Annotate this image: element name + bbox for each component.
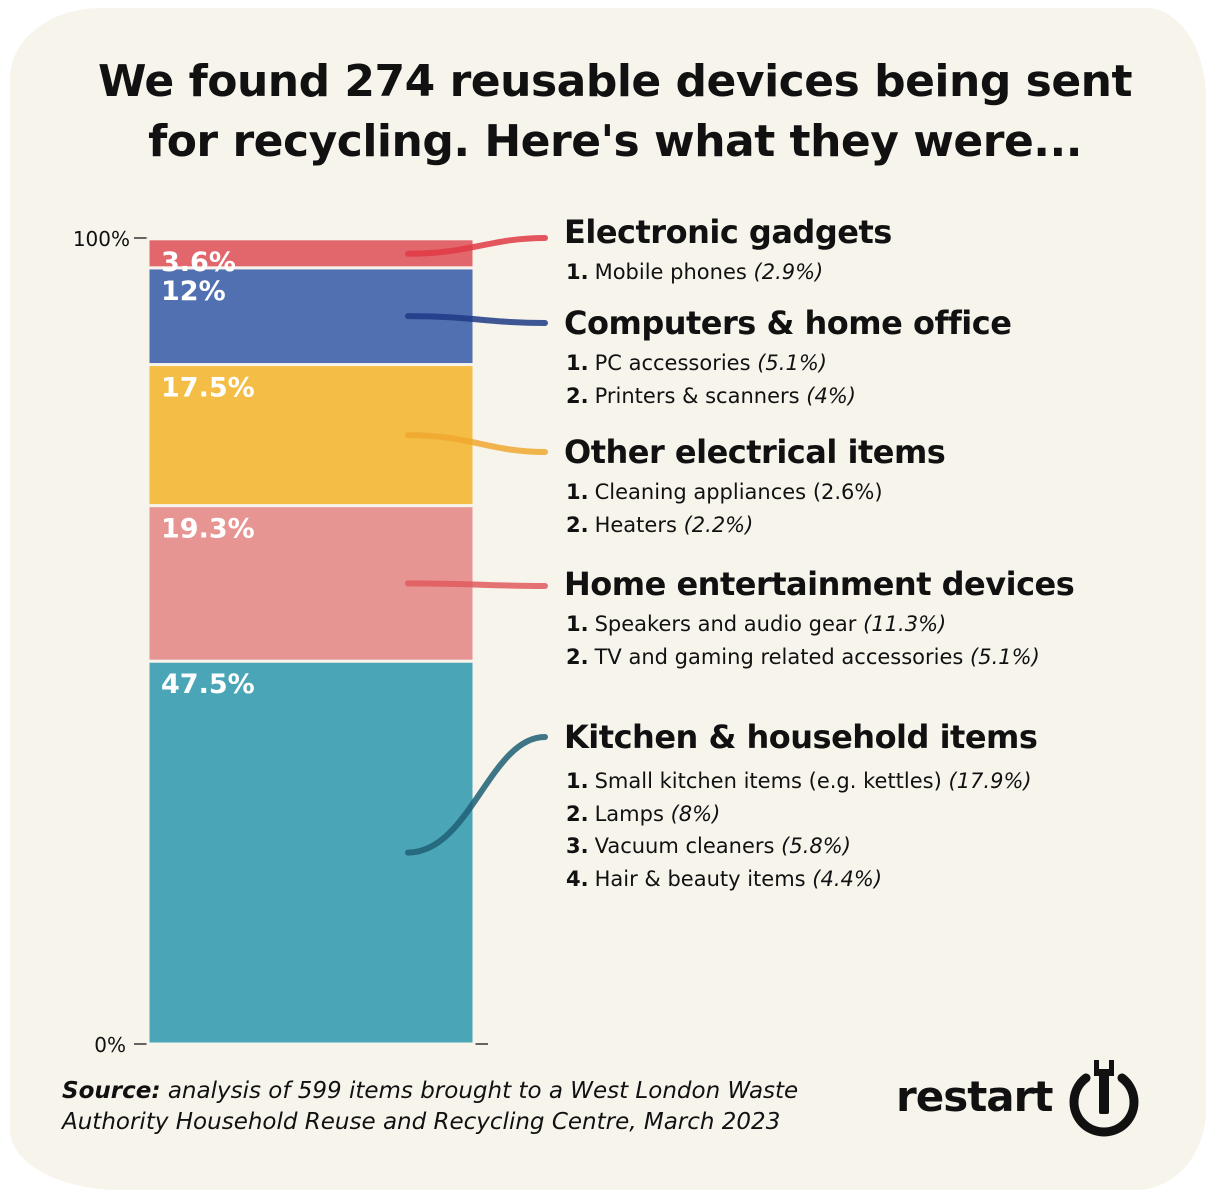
item-text: Lamps [594,801,664,826]
source-text: analysis of 599 items brought to a West … [62,1078,799,1135]
data-label-electronic-gadgets: 3.6% [161,247,236,278]
item-number: 2. [566,801,589,826]
item-text: TV and gaming related accessories [594,644,964,669]
connector-electronic-gadgets [405,235,548,257]
item-text: Mobile phones [594,260,747,284]
connector-kitchen-household-items [405,734,548,856]
item-value: (4.4%) [812,866,883,891]
list-item: 1. Speakers and audio gear (11.3%) [566,608,1074,641]
list-item: 2. TV and gaming related accessories (5.1… [566,641,1074,674]
category-items: 1. Small kitchen items (e.g. kettles) (17… [566,765,1037,895]
item-value: (11.3%) [863,612,947,636]
list-item: 2. Lamps (8%) [566,798,1037,831]
category-items: 1. Mobile phones (2.9%) [566,256,892,289]
source-label: Source: [62,1078,161,1104]
list-item: 4. Hair & beauty items (4.4%) [566,863,1037,896]
category-title: Computers & home office [564,304,1012,342]
title-line-2: for recycling. Here's what they were... [148,116,1082,167]
item-text: Heaters [594,512,677,537]
power-wrench-icon [1069,1060,1139,1137]
connector-home-entertainment-devices [405,580,548,589]
item-text: Speakers and audio gear [594,612,857,636]
category-items: 1. Cleaning appliances (2.6%) 2. Heaters (… [566,476,945,541]
y-tick-label-100: 100% [73,227,130,251]
item-text: Cleaning appliances [594,480,807,504]
item-text: Small kitchen items (e.g. kettles) [594,769,942,793]
data-label-other-electrical-items: 17.5% [161,373,255,404]
category-title: Home entertainment devices [564,565,1075,603]
item-value: (2.9%) [753,260,824,284]
item-value: (17.9%) [948,769,1032,793]
item-number: 2. [566,512,589,537]
item-text: Hair & beauty items [594,866,806,891]
list-item: 2. Printers & scanners (4%) [566,380,1011,413]
restart-logo: restart [896,1052,1156,1142]
item-number: 4. [566,866,589,891]
item-number: 1. [566,769,589,793]
item-text: PC accessories [594,351,751,375]
list-item: 3. Vacuum cleaners (5.8%) [566,830,1037,863]
list-item: 1. PC accessories (5.1%) [566,347,1011,380]
item-text: Vacuum cleaners [594,834,775,858]
list-item: 1. Small kitchen items (e.g. kettles) (17… [566,765,1037,798]
item-number: 2. [566,383,589,408]
data-label-kitchen-household-items: 47.5% [161,669,255,700]
item-value: (2.2%) [683,512,754,537]
category-items: 1. PC accessories (5.1%) 2. Printers & sca… [566,347,1011,412]
item-number: 1. [566,351,589,375]
data-label-computers-home-office: 12% [161,276,226,307]
logo-text: restart [896,1072,1053,1121]
item-text: Printers & scanners [594,383,800,408]
list-item: 2. Heaters (2.2%) [566,509,945,542]
data-label-home-entertainment-devices: 19.3% [161,514,255,545]
item-value: (5.8%) [781,834,851,858]
item-number: 2. [566,644,589,669]
category-items: 1. Speakers and audio gear (11.3%) 2. TV a… [566,608,1074,673]
list-item: 1. Cleaning appliances (2.6%) [566,476,945,509]
list-item: 1. Mobile phones (2.9%) [566,256,892,289]
category-other-electrical-items: Other electrical items 1. Cleaning applia… [564,432,946,541]
category-title: Electronic gadgets [564,213,892,251]
chart-title: We found 274 reusable devices being sent… [60,52,1170,172]
item-number: 1. [566,260,589,284]
item-value: (4%) [806,383,856,408]
connector-computers-home-office [405,313,548,326]
item-number: 1. [566,612,589,636]
category-electronic-gadgets: Electronic gadgets 1. Mobile phones (2.9%… [564,212,892,289]
source-note: Source: analysis of 599 items brought to… [62,1076,882,1138]
item-value: (5.1%) [757,351,827,375]
connector-other-electrical-items [405,432,548,455]
title-line-1: We found 274 reusable devices being sent [97,56,1133,107]
category-home-entertainment-devices: Home entertainment devices 1. Speakers an… [564,564,1075,673]
item-value: (5.1%) [970,644,1040,669]
y-tick-label-0: 0% [94,1033,126,1057]
category-kitchen-household-items: Kitchen & household items 1. Small kitche… [564,717,1038,895]
item-value: (8%) [670,801,721,826]
item-value: (2.6%) [812,480,883,504]
category-title: Kitchen & household items [564,718,1038,756]
category-computers-home-office: Computers & home office 1. PC accessories… [564,303,1012,412]
category-title: Other electrical items [564,433,946,471]
item-number: 3. [566,834,589,858]
item-number: 1. [566,480,589,504]
